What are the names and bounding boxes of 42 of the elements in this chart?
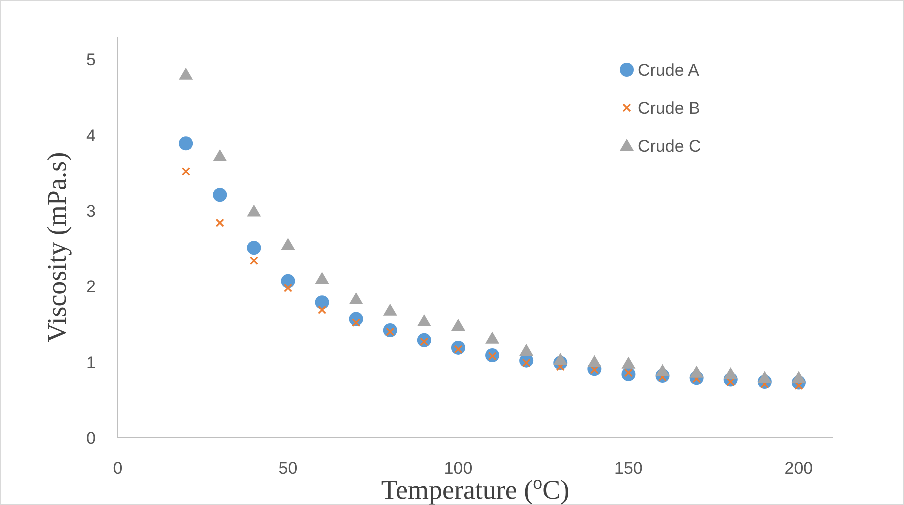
point [792, 371, 806, 384]
point [247, 241, 262, 256]
point [318, 306, 327, 314]
point [486, 332, 500, 344]
point [213, 150, 228, 162]
legend-label: Crude C [638, 136, 702, 156]
point [451, 319, 466, 332]
point [315, 296, 330, 310]
y-tick-label: 2 [86, 278, 96, 297]
x-tick-label: 0 [113, 459, 123, 478]
y-axis-title: Viscosity (mPa.s) [42, 152, 72, 343]
point [520, 344, 534, 356]
legend-label: Crude A [638, 60, 700, 80]
point [417, 314, 432, 326]
point [383, 304, 398, 316]
y-tick-label: 0 [86, 428, 96, 448]
point [315, 272, 330, 284]
point [213, 188, 228, 202]
point [656, 364, 670, 376]
point [182, 167, 190, 176]
point [284, 284, 293, 292]
point [216, 218, 224, 228]
y-tick-label: 5 [86, 50, 96, 70]
x-tick-label: 50 [278, 459, 298, 478]
point [758, 371, 772, 384]
point [690, 366, 704, 378]
y-tick-label: 3 [86, 202, 96, 221]
point [179, 68, 194, 80]
point [281, 238, 296, 250]
point [724, 367, 738, 380]
legend-label: Crude B [638, 98, 700, 118]
x-tick-label: 200 [784, 459, 814, 478]
x-tick-label: 150 [614, 459, 643, 478]
point [247, 204, 262, 217]
y-tick-label: 4 [86, 126, 96, 146]
point [588, 355, 602, 368]
y-tick-label: 1 [86, 353, 96, 372]
point [179, 136, 194, 151]
point [554, 353, 568, 366]
point [349, 292, 364, 305]
point [250, 256, 258, 266]
point [622, 356, 636, 369]
